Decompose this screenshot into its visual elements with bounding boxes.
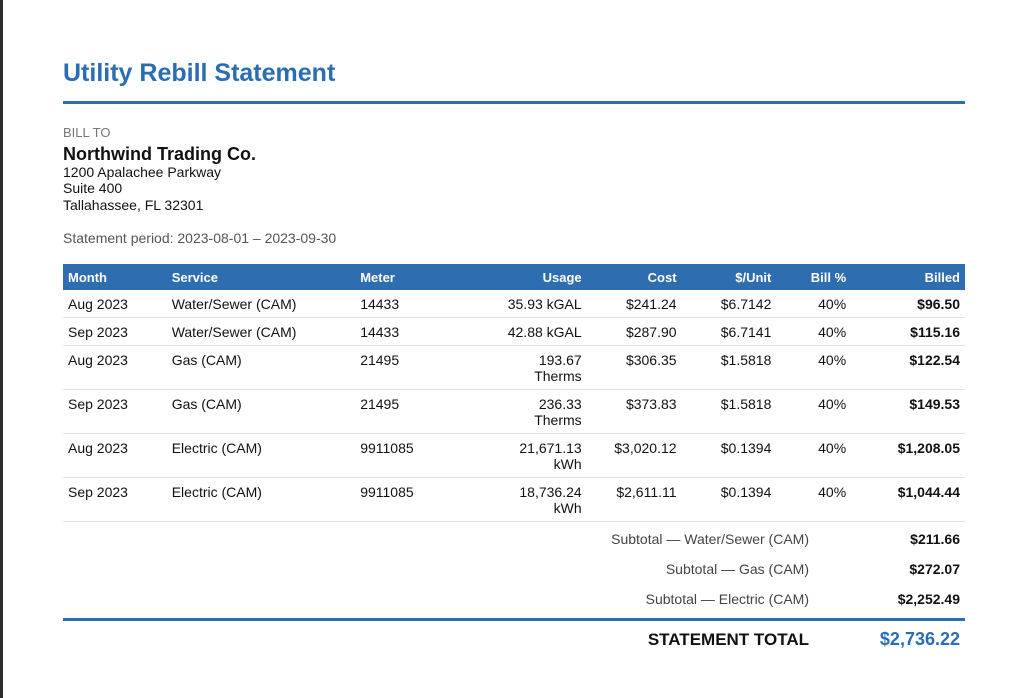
usage-value: 21,671.13	[519, 440, 582, 456]
subtotal-electric-label: Subtotal — Electric (CAM)	[645, 591, 809, 607]
table-row: Sep 2023 Electric (CAM) 9911085 18,736.2…	[63, 477, 965, 522]
header-cost: Cost	[586, 264, 682, 290]
cell-usage: 236.33 Therms	[469, 389, 587, 434]
cell-bill-pct: 40%	[776, 477, 852, 522]
header-per-unit: $/Unit	[681, 264, 777, 290]
cell-billed: $149.53	[851, 389, 965, 434]
cell-month: Aug 2023	[63, 345, 167, 390]
table-row: Aug 2023 Gas (CAM) 21495 193.67 Therms $3…	[63, 345, 965, 390]
cell-billed: $122.54	[851, 345, 965, 390]
cell-usage: 21,671.13 kWh	[469, 433, 587, 478]
cell-bill-pct: 40%	[776, 433, 852, 478]
cell-meter: 14433	[355, 290, 470, 318]
header-service: Service	[166, 264, 356, 290]
cell-usage: 35.93 kGAL	[469, 290, 587, 318]
address-line-1: 1200 Apalachee Parkway	[63, 164, 221, 180]
cell-billed: $1,044.44	[851, 477, 965, 522]
header-billed: Billed	[851, 264, 965, 290]
statement-total-value: $2,736.22	[879, 629, 960, 649]
cell-cost: $373.83	[586, 389, 682, 434]
total-divider	[63, 618, 965, 621]
subtotal-gas-label: Subtotal — Gas (CAM)	[665, 561, 809, 577]
usage-unit: kWh	[553, 456, 582, 472]
cell-cost: $2,611.11	[586, 477, 682, 522]
customer-name: Northwind Trading Co.	[63, 144, 256, 164]
cell-service: Water/Sewer (CAM)	[166, 290, 356, 318]
cell-service: Gas (CAM)	[166, 389, 356, 434]
cell-service: Water/Sewer (CAM)	[166, 317, 356, 346]
cell-bill-pct: 40%	[776, 290, 852, 318]
usage-value: 193.67	[538, 352, 582, 368]
cell-per-unit: $1.5818	[681, 389, 777, 434]
cell-bill-pct: 40%	[776, 345, 852, 390]
usage-unit: Therms	[534, 412, 582, 428]
cell-billed: $96.50	[851, 290, 965, 318]
statement-period: Statement period: 2023-08-01 – 2023-09-3…	[63, 230, 337, 246]
cell-month: Sep 2023	[63, 389, 167, 434]
subtotal-water-label: Subtotal — Water/Sewer (CAM)	[611, 531, 809, 547]
usage-unit: Therms	[534, 368, 582, 384]
cell-per-unit: $6.7141	[681, 317, 777, 346]
table-header-row: Month Service Meter Usage Cost $/Unit Bi…	[63, 264, 965, 290]
cell-month: Aug 2023	[63, 433, 167, 478]
subtotal-gas-value: $272.07	[909, 561, 960, 577]
cell-per-unit: $1.5818	[681, 345, 777, 390]
cell-cost: $287.90	[586, 317, 682, 346]
cell-per-unit: $6.7142	[681, 290, 777, 318]
header-usage: Usage	[469, 264, 587, 290]
cell-cost: $3,020.12	[586, 433, 682, 478]
bill-to-label: BILL TO	[63, 125, 111, 140]
table-row: Sep 2023 Water/Sewer (CAM) 14433 42.88 k…	[63, 317, 965, 346]
cell-service: Gas (CAM)	[166, 345, 356, 390]
cell-meter: 21495	[355, 389, 470, 434]
table-row: Aug 2023 Water/Sewer (CAM) 14433 35.93 k…	[63, 290, 965, 318]
usage-value: 35.93 kGAL	[507, 296, 582, 312]
cell-usage: 18,736.24 kWh	[469, 477, 587, 522]
page-title: Utility Rebill Statement	[63, 59, 336, 87]
cell-usage: 193.67 Therms	[469, 345, 587, 390]
usage-value: 18,736.24	[519, 484, 582, 500]
cell-bill-pct: 40%	[776, 317, 852, 346]
cell-meter: 14433	[355, 317, 470, 346]
cell-per-unit: $0.1394	[681, 433, 777, 478]
address-line-2: Suite 400	[63, 180, 123, 196]
header-month: Month	[63, 264, 167, 290]
cell-month: Sep 2023	[63, 317, 167, 346]
usage-unit: kWh	[553, 500, 582, 516]
cell-service: Electric (CAM)	[166, 477, 356, 522]
cell-billed: $115.16	[851, 317, 965, 346]
cell-month: Sep 2023	[63, 477, 167, 522]
usage-value: 236.33	[538, 396, 582, 412]
cell-service: Electric (CAM)	[166, 433, 356, 478]
usage-value: 42.88 kGAL	[507, 324, 582, 340]
header-bill-pct: Bill %	[776, 264, 852, 290]
cell-usage: 42.88 kGAL	[469, 317, 587, 346]
title-divider	[63, 101, 965, 104]
subtotal-electric-value: $2,252.49	[897, 591, 960, 607]
subtotal-water-value: $211.66	[910, 531, 960, 547]
charges-table: Month Service Meter Usage Cost $/Unit Bi…	[63, 264, 965, 522]
cell-month: Aug 2023	[63, 290, 167, 318]
statement-total-label: STATEMENT TOTAL	[647, 630, 809, 649]
cell-meter: 21495	[355, 345, 470, 390]
table-row: Aug 2023 Electric (CAM) 9911085 21,671.1…	[63, 433, 965, 478]
cell-per-unit: $0.1394	[681, 477, 777, 522]
table-row: Sep 2023 Gas (CAM) 21495 236.33 Therms $3…	[63, 389, 965, 434]
cell-meter: 9911085	[355, 433, 470, 478]
cell-meter: 9911085	[355, 477, 470, 522]
cell-cost: $306.35	[586, 345, 682, 390]
header-meter: Meter	[355, 264, 470, 290]
cell-billed: $1,208.05	[851, 433, 965, 478]
left-edge-border	[0, 0, 3, 698]
address-line-3: Tallahassee, FL 32301	[63, 197, 204, 213]
cell-bill-pct: 40%	[776, 389, 852, 434]
cell-cost: $241.24	[586, 290, 682, 318]
